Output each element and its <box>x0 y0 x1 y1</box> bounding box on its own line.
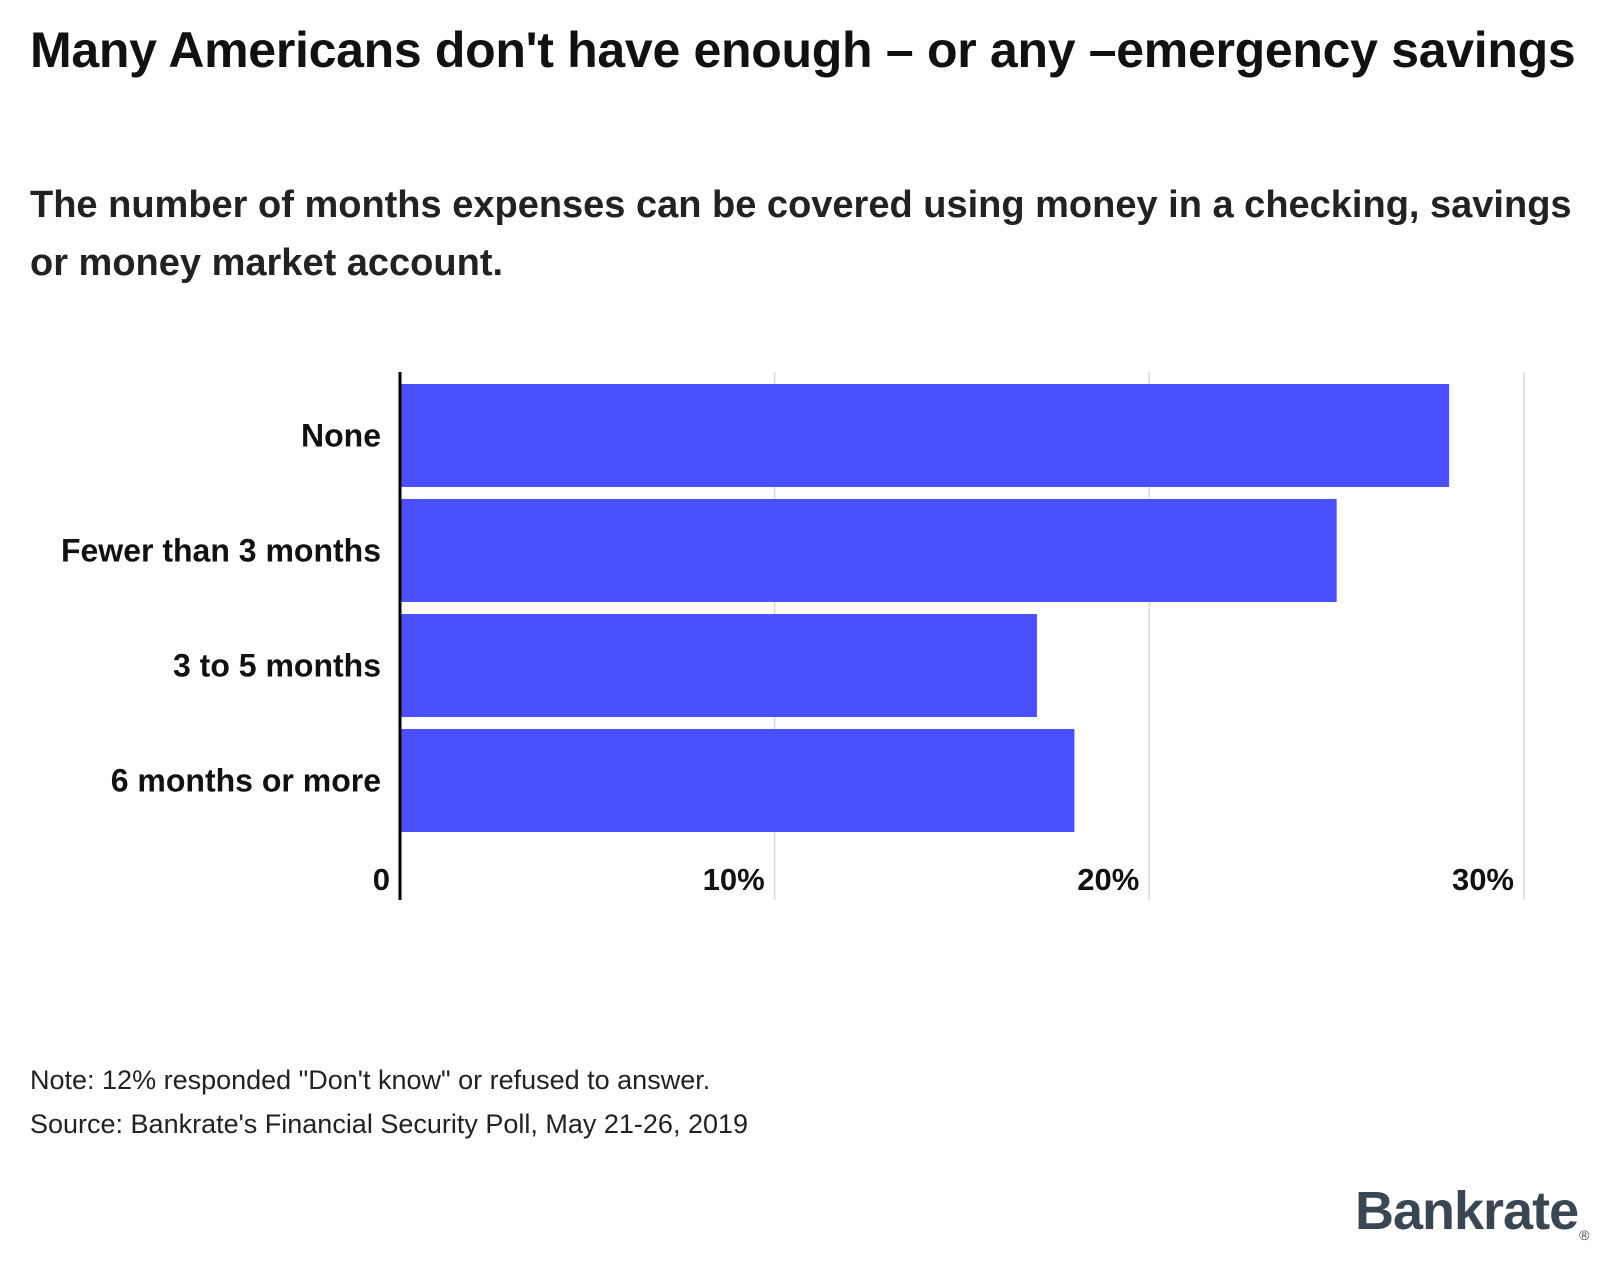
chart-title: Many Americans don't have enough – or an… <box>30 22 1576 78</box>
chart-subtitle: The number of months expenses can be cov… <box>30 184 1572 284</box>
x-tick-label: 10% <box>703 862 765 897</box>
x-tick-labels: 0 10% 20% 30% <box>373 862 1514 897</box>
footnotes: Note: 12% responded "Don't know" or refu… <box>30 1058 748 1146</box>
registered-mark: ® <box>1579 1227 1589 1243</box>
source-text: Source: Bankrate's Financial Security Po… <box>30 1109 749 1139</box>
category-label: 3 to 5 months <box>173 648 381 684</box>
note-text: Note: 12% responded "Don't know" or refu… <box>30 1065 711 1095</box>
bar-chart: None Fewer than 3 months 3 to 5 months 6 mo… <box>61 372 1525 900</box>
category-labels: None Fewer than 3 months 3 to 5 months 6 mo… <box>61 418 381 799</box>
category-label: None <box>301 418 381 454</box>
x-tick-label: 0 <box>373 862 390 897</box>
bar <box>400 384 1450 487</box>
bars <box>400 384 1450 832</box>
category-label: 6 months or more <box>111 763 381 799</box>
bankrate-logo: Bankrate® <box>1355 1181 1589 1243</box>
bar <box>400 729 1075 832</box>
x-tick-label: 30% <box>1452 862 1514 897</box>
bar <box>400 614 1037 717</box>
x-tick-label: 20% <box>1077 862 1139 897</box>
logo-wordmark: Bankrate <box>1355 1181 1579 1241</box>
category-label: Fewer than 3 months <box>61 533 381 569</box>
bar <box>400 499 1337 602</box>
